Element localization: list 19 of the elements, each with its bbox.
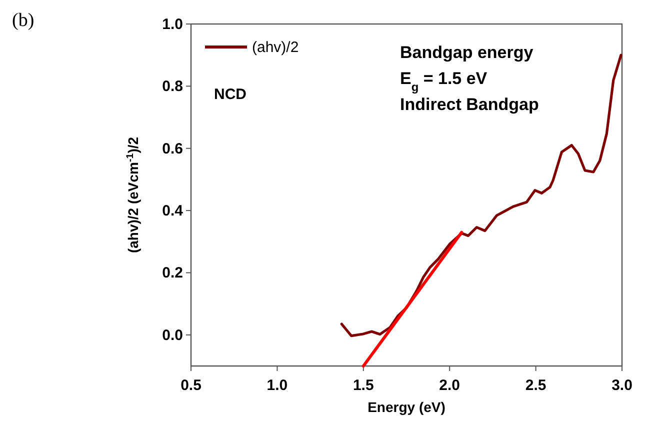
annotation: NCD [214,86,247,103]
y-tick-label: 0.0 [162,326,183,344]
annotation: Indirect Bandgap [400,95,539,114]
x-tick-label: 3.0 [612,377,632,394]
text: (b) [12,10,34,31]
x-tick-label: 0.5 [180,377,202,394]
y-tick-label: 0.4 [162,202,184,220]
annotation: Bandgap energy [400,43,534,62]
y-tick-label: 0.6 [162,140,183,158]
y-tick-label: 0.2 [162,264,183,282]
annotation: E$_{g}$ = 1.5 eV [400,69,488,94]
y-tick-label: 0.8 [162,78,183,96]
x-tick-label: 2.0 [439,377,460,394]
legend-label: (ahv)/2 [252,39,299,56]
x-tick-label: 1.5 [352,377,374,394]
y-tick-label: 1.0 [162,16,183,33]
x-tick-label: 1.0 [266,377,288,394]
x-axis-title: Energy (eV) [368,399,446,415]
x-tick-label: 2.5 [525,377,546,394]
